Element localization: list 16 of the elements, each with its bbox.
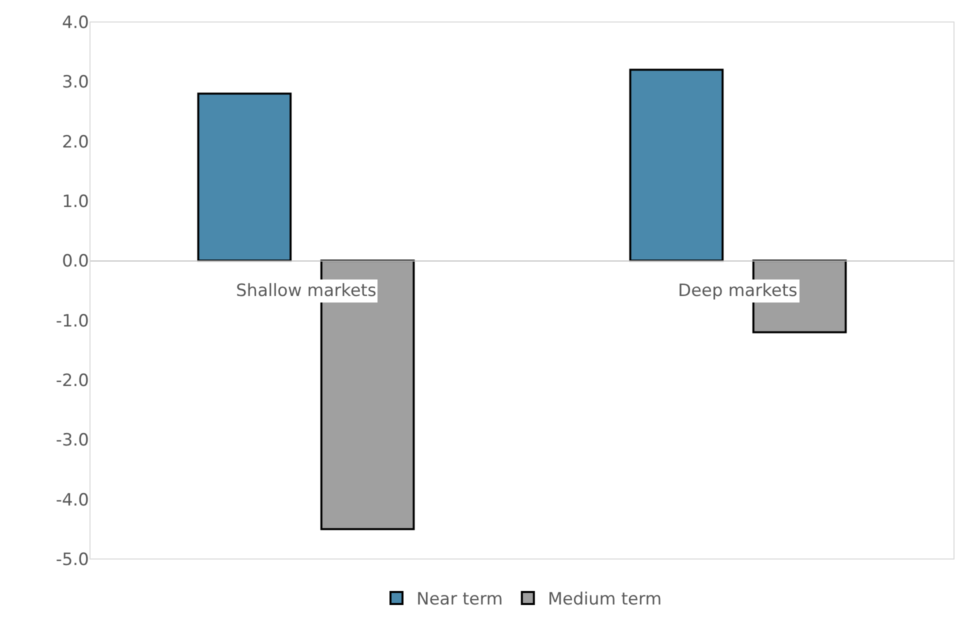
y-tick-label: 2.0 <box>62 132 89 152</box>
legend-label: Medium term <box>548 590 662 610</box>
bar <box>197 92 292 262</box>
y-tick-label: -4.0 <box>56 490 89 510</box>
x-tick-label: Deep markets <box>678 281 798 301</box>
y-tick-label: 0.0 <box>62 252 89 272</box>
y-tick-label: 1.0 <box>62 192 89 212</box>
bar <box>629 68 724 262</box>
legend-label: Near term <box>416 590 503 610</box>
y-tick-label: -5.0 <box>56 550 89 570</box>
y-tick-label: -1.0 <box>56 311 89 332</box>
x-tick-label: Shallow markets <box>236 281 376 301</box>
y-tick-label: 4.0 <box>62 12 89 33</box>
y-tick-label: -2.0 <box>56 370 89 391</box>
y-tick-label: -3.0 <box>56 430 89 451</box>
y-tick-label: 3.0 <box>62 72 89 93</box>
